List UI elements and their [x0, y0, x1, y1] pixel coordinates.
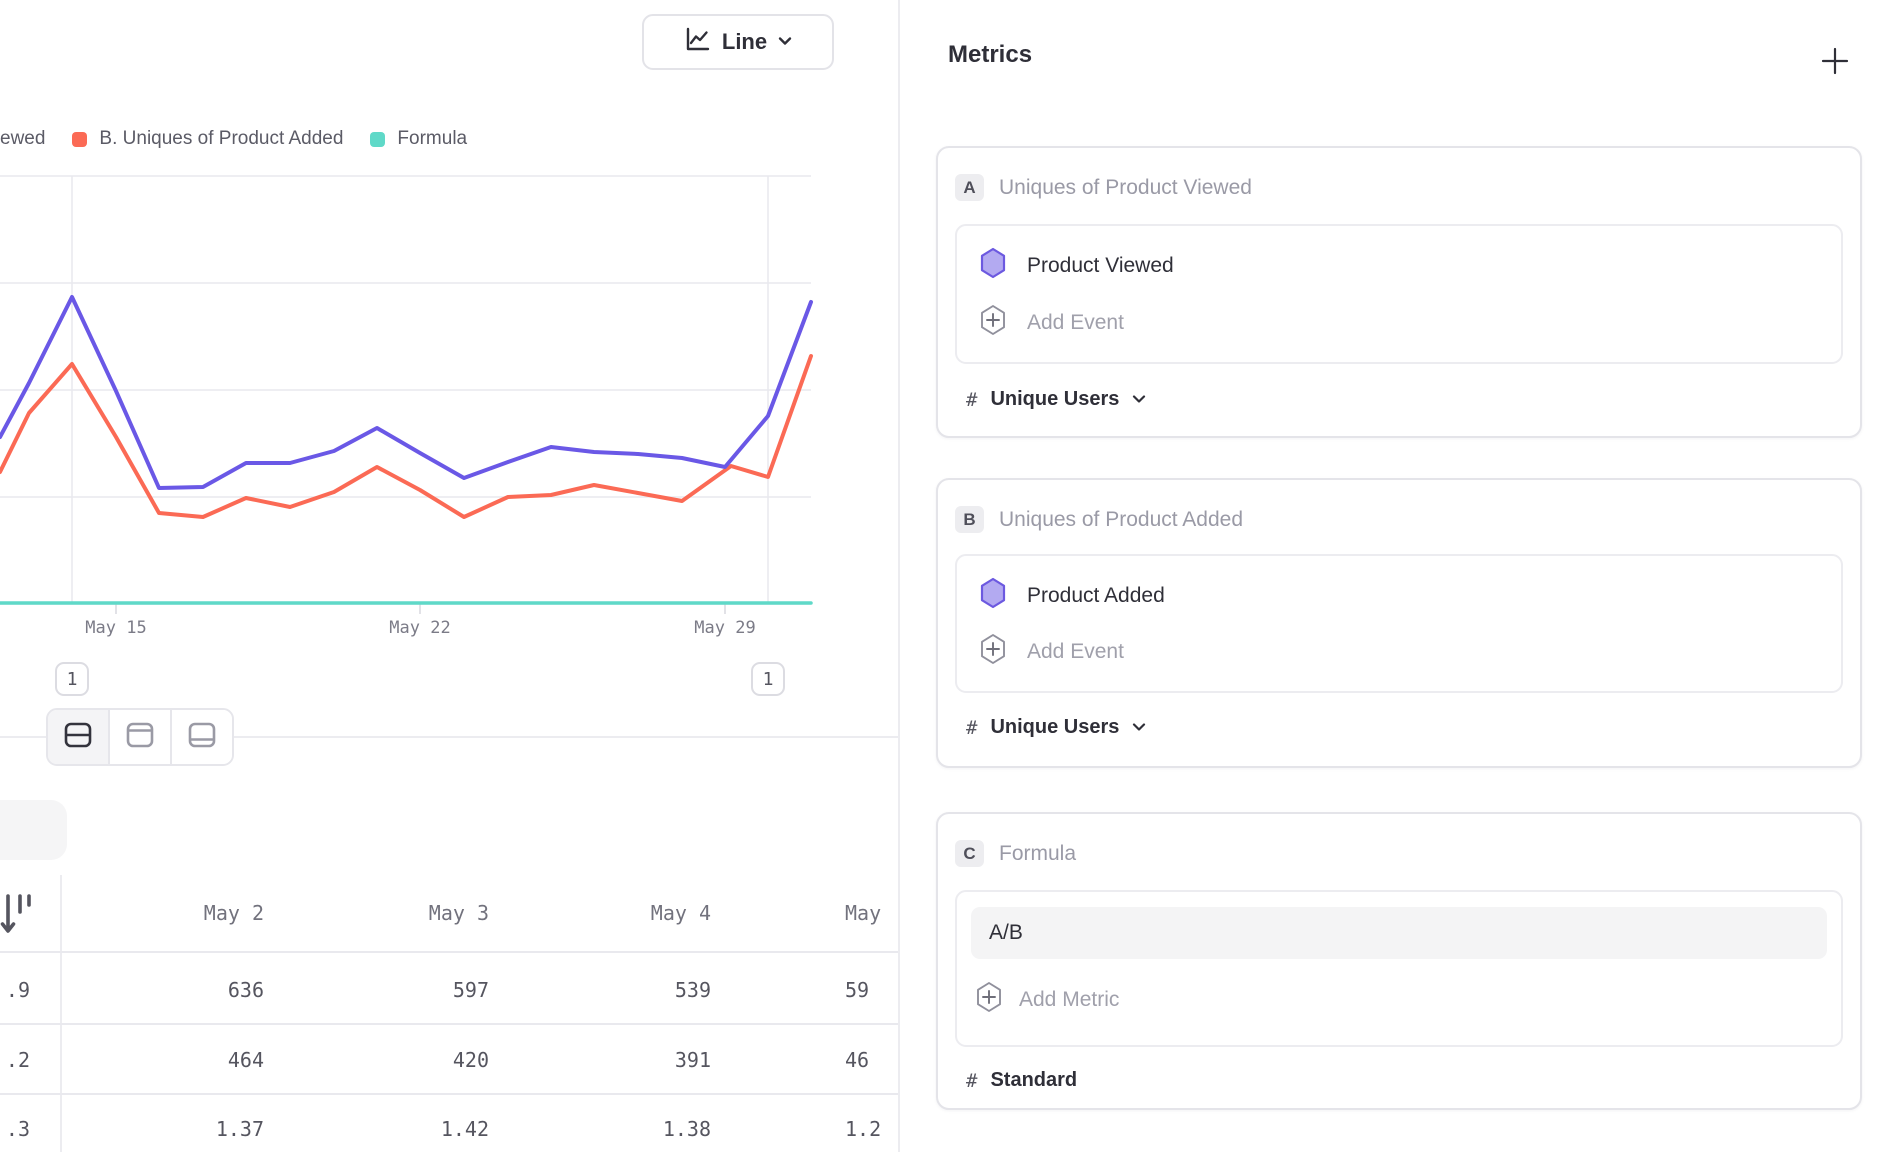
aggregation-selector[interactable]: # Unique Users	[966, 388, 1146, 411]
chart-svg	[0, 175, 813, 614]
aggregation-label: Unique Users	[990, 388, 1120, 410]
chart-only-view-button[interactable]	[108, 710, 170, 764]
table-cell-frozen: .2	[5, 1048, 30, 1072]
add-metric-plus-icon[interactable]	[1820, 46, 1850, 76]
formula-input[interactable]: A/B	[971, 907, 1827, 959]
event-name: Product Added	[1027, 583, 1165, 607]
table-corner-pill	[0, 800, 67, 860]
table-cell-frozen: .9	[5, 978, 30, 1002]
hash-icon: #	[966, 388, 978, 411]
table-header-cell[interactable]: May 2	[203, 901, 264, 925]
add-metric-hexagon-plus-icon	[975, 981, 1003, 1018]
metrics-panel-title: Metrics	[948, 41, 1033, 68]
legend-swatch	[72, 131, 88, 147]
legend-item-label: B. Uniques of Product Added	[99, 128, 344, 149]
metric-badge: A	[955, 174, 984, 201]
chevron-down-icon	[1132, 391, 1146, 409]
table-cell: 539	[674, 978, 711, 1002]
add-event-row[interactable]: Add Event	[979, 633, 1819, 670]
table-header-divider	[0, 951, 898, 953]
chart-only-view-icon	[125, 721, 155, 754]
chevron-down-icon	[1132, 719, 1146, 737]
metrics-panel: Metrics A Uniques of Product Viewed Prod…	[900, 0, 1898, 1152]
table-cell-frozen: .3	[5, 1117, 30, 1141]
chart-legend: ewed B. Uniques of Product Added Formula	[0, 126, 467, 152]
table-column-divider	[60, 875, 62, 1152]
aggregation-selector[interactable]: # Unique Users	[966, 716, 1146, 739]
table-cell: 59	[845, 978, 870, 1002]
metric-card-c: C Formula A/B Add Metric #	[936, 812, 1862, 1110]
legend-item-label: ewed	[0, 128, 46, 149]
hash-icon: #	[966, 716, 978, 739]
hash-icon: #	[966, 1069, 978, 1092]
legend-item-label: Formula	[397, 128, 468, 149]
event-hexagon-icon	[979, 247, 1007, 284]
add-event-label: Add Event	[1027, 310, 1124, 334]
aggregation-selector[interactable]: # Standard	[966, 1069, 1077, 1092]
split-view-button[interactable]	[48, 710, 108, 764]
formula-box: A/B Add Metric	[955, 890, 1843, 1047]
chart-type-button[interactable]: Line	[642, 14, 834, 70]
event-list: Product Viewed Add Event	[955, 224, 1843, 364]
event-list: Product Added Add Event	[955, 554, 1843, 693]
legend-item-formula[interactable]: Formula	[370, 128, 467, 150]
event-row[interactable]: Product Viewed	[979, 247, 1819, 284]
event-name: Product Viewed	[1027, 253, 1174, 277]
chart-pane: Line ewed B. Uniques of Product Added Fo…	[0, 0, 898, 1152]
table-cell: 1.2	[845, 1117, 882, 1141]
event-row[interactable]: Product Added	[979, 577, 1819, 614]
table-cell: 1.42	[440, 1117, 489, 1141]
table-header-cell[interactable]: May	[845, 901, 882, 925]
legend-item-a[interactable]: ewed	[0, 128, 45, 150]
table-only-view-icon	[187, 721, 217, 754]
metric-card-title: Formula	[999, 842, 1077, 865]
x-axis-tick-label: May 15	[85, 618, 147, 638]
table-cell: 464	[227, 1048, 264, 1072]
table-header-cell[interactable]: May 4	[650, 901, 711, 925]
x-axis-tick-label: May 22	[389, 618, 451, 638]
metric-badge: B	[955, 506, 984, 533]
table-cell: 597	[452, 978, 489, 1002]
annotation-badge[interactable]: 1	[55, 662, 89, 696]
chart-type-label: Line	[721, 29, 768, 54]
split-view-icon	[63, 721, 93, 754]
table-row-divider	[0, 1023, 898, 1025]
add-event-row[interactable]: Add Event	[979, 304, 1819, 341]
formula-value: A/B	[989, 921, 1023, 944]
add-metric-label: Add Metric	[1019, 987, 1120, 1011]
line-chart-icon	[684, 26, 711, 58]
table-cell: 1.37	[215, 1117, 264, 1141]
metric-badge: C	[955, 840, 984, 867]
table-cell: 1.38	[662, 1117, 711, 1141]
pane-divider	[898, 0, 900, 1152]
chevron-down-icon	[778, 33, 792, 51]
table-cell: 420	[452, 1048, 489, 1072]
add-event-hexagon-plus-icon	[979, 633, 1007, 670]
event-hexagon-icon	[979, 577, 1007, 614]
legend-item-b[interactable]: B. Uniques of Product Added	[72, 128, 343, 150]
table-cell: 636	[227, 978, 264, 1002]
table-cell: 46	[845, 1048, 870, 1072]
section-divider	[0, 736, 46, 738]
metric-card-b: B Uniques of Product Added Product Added	[936, 478, 1862, 768]
layout-view-toggle	[46, 708, 234, 766]
metric-card-a: A Uniques of Product Viewed Product View…	[936, 146, 1862, 438]
metric-card-title: Uniques of Product Added	[999, 508, 1244, 531]
section-divider	[234, 736, 898, 738]
add-event-label: Add Event	[1027, 639, 1124, 663]
sort-descending-icon[interactable]	[0, 893, 34, 944]
annotation-badge[interactable]: 1	[751, 662, 785, 696]
table-only-view-button[interactable]	[170, 710, 232, 764]
table-row-divider	[0, 1093, 898, 1095]
aggregation-label: Standard	[990, 1069, 1078, 1091]
table-header-cell[interactable]: May 3	[428, 901, 489, 925]
add-event-hexagon-plus-icon	[979, 304, 1007, 341]
aggregation-label: Unique Users	[990, 716, 1120, 738]
x-axis-tick-label: May 29	[694, 618, 756, 638]
table-cell: 391	[674, 1048, 711, 1072]
legend-swatch	[370, 131, 386, 147]
add-metric-row[interactable]: Add Metric	[975, 981, 1827, 1018]
metric-card-title: Uniques of Product Viewed	[999, 176, 1252, 199]
